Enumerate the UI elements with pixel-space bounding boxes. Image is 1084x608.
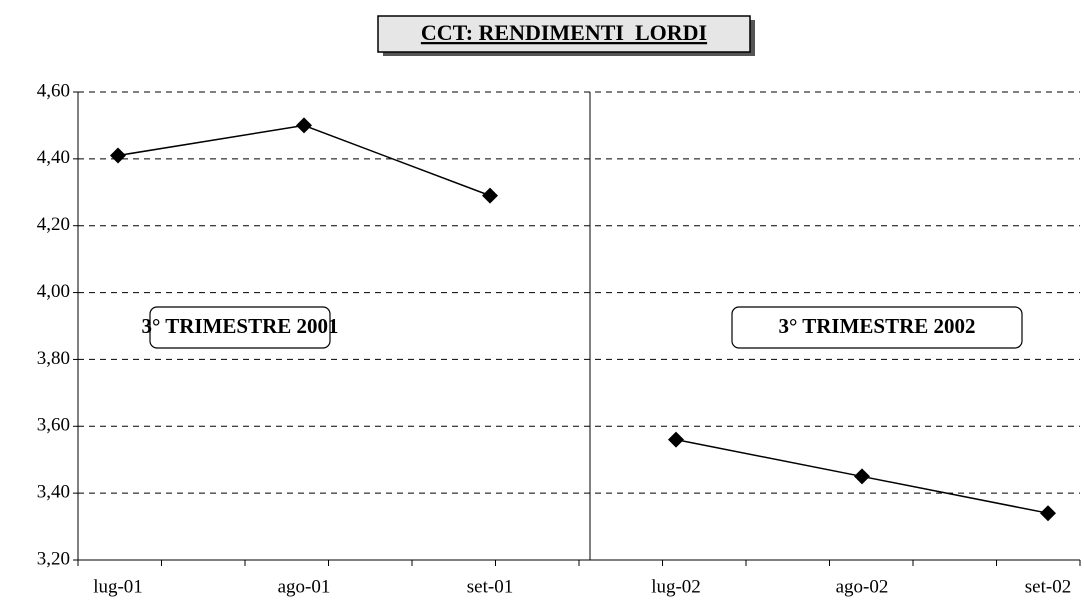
y-tick-label: 3,80 xyxy=(37,348,70,369)
marker xyxy=(1040,505,1056,522)
annotation: 3° TRIMESTRE 2002 xyxy=(778,314,975,338)
y-tick-label: 3,40 xyxy=(37,482,70,503)
y-tick-label: 4,60 xyxy=(37,80,70,101)
series-line xyxy=(117,124,491,197)
x-tick-label: set-01 xyxy=(467,576,513,597)
annotation-box xyxy=(149,306,331,349)
chart-title: CCT: RENDIMENTI LORDI xyxy=(421,20,707,45)
y-tick-label: 4,40 xyxy=(37,147,70,168)
x-tick-label: lug-02 xyxy=(651,576,701,597)
x-tick-label: set-02 xyxy=(1025,576,1071,597)
y-tick-label: 4,00 xyxy=(37,281,70,302)
marker xyxy=(668,431,684,448)
y-tick-label: 4,20 xyxy=(37,214,70,235)
annotation: 3° TRIMESTRE 2001 xyxy=(141,314,338,338)
annotation-box xyxy=(731,306,1023,349)
y-tick-label: 3,20 xyxy=(37,548,70,569)
marker xyxy=(110,147,126,164)
marker xyxy=(482,187,498,204)
x-tick-label: lug-01 xyxy=(93,576,143,597)
marker xyxy=(296,117,312,134)
x-tick-label: ago-02 xyxy=(836,576,889,597)
title-box xyxy=(377,15,751,53)
x-tick-label: ago-01 xyxy=(278,576,331,597)
marker xyxy=(854,468,870,485)
y-tick-label: 3,60 xyxy=(37,415,70,436)
